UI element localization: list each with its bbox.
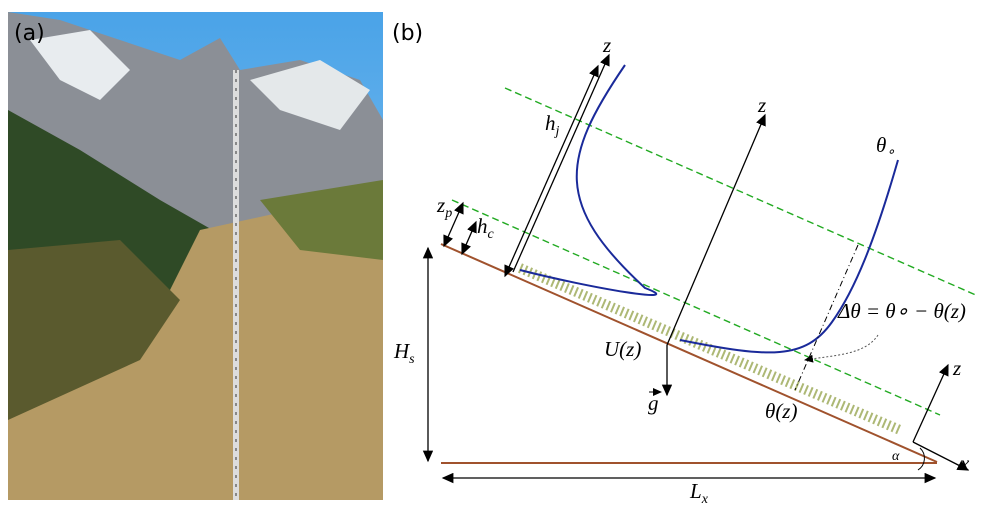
label: θ(z) — [765, 399, 797, 423]
photo — [8, 12, 383, 500]
label: z — [757, 93, 766, 117]
jet-line — [505, 88, 978, 296]
temperature-profile — [680, 160, 898, 352]
label: z — [952, 356, 961, 380]
label: x — [959, 451, 970, 475]
grass — [520, 268, 900, 430]
h-j-arrow — [505, 66, 598, 276]
z-axis — [667, 115, 765, 345]
label: z — [602, 33, 611, 57]
h-c-arrow — [462, 222, 476, 254]
label: U(z) — [604, 337, 641, 361]
z-axis — [913, 365, 948, 442]
label: Hs — [393, 339, 415, 367]
angle-arc — [918, 448, 924, 470]
label: zp — [436, 193, 452, 221]
label: α — [892, 449, 900, 464]
label: hj — [545, 111, 560, 139]
figure: (a) (b) z z z x hj zp hc Hs Lx U(z) g θ(… — [0, 0, 985, 506]
label: g — [648, 391, 659, 415]
label: Lx — [689, 479, 709, 506]
panel-label: (b) — [392, 21, 423, 46]
label: Δθ = θ∘ − θ(z) — [837, 299, 966, 323]
label: hc — [477, 214, 495, 242]
slope — [441, 244, 937, 462]
panel-label: (a) — [14, 21, 45, 46]
z-axis — [513, 55, 609, 272]
label: θ∘ — [876, 133, 895, 160]
